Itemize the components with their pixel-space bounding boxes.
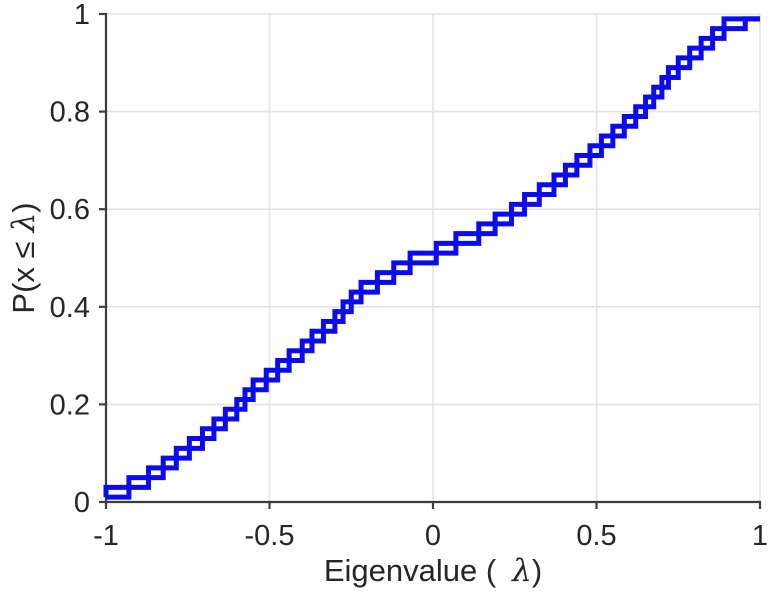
y-axis-label-text: P(x ≤ <box>6 241 41 314</box>
x-axis-label: Eigenvalue ( λ) <box>106 552 760 590</box>
x-tick-label: 1 <box>752 520 768 552</box>
x-axis-label-text: Eigenvalue ( <box>323 553 497 588</box>
y-tick-label: 0.8 <box>50 97 90 129</box>
y-tick-label: 1 <box>74 0 90 31</box>
ecdf-stairs-post-line <box>106 16 760 500</box>
x-tick-label: 0.5 <box>576 520 616 552</box>
x-tick-label: 0 <box>425 520 441 552</box>
x-tick-label: -1 <box>93 520 119 552</box>
y-axis-label: P(x ≤ λ) <box>5 58 47 458</box>
ecdf-stairs-pre-line <box>103 16 760 498</box>
y-tick-label: 0.4 <box>50 292 90 324</box>
y-tick-label: 0.6 <box>50 194 90 226</box>
y-tick-label: 0.2 <box>50 389 90 421</box>
x-tick-label: -0.5 <box>245 520 295 552</box>
y-axis-label-close: ) <box>6 202 41 213</box>
lambda-symbol: λ <box>512 553 532 589</box>
y-tick-label: 0 <box>74 487 90 519</box>
lambda-symbol: λ <box>6 212 42 233</box>
x-axis-label-close: ) <box>531 553 543 588</box>
